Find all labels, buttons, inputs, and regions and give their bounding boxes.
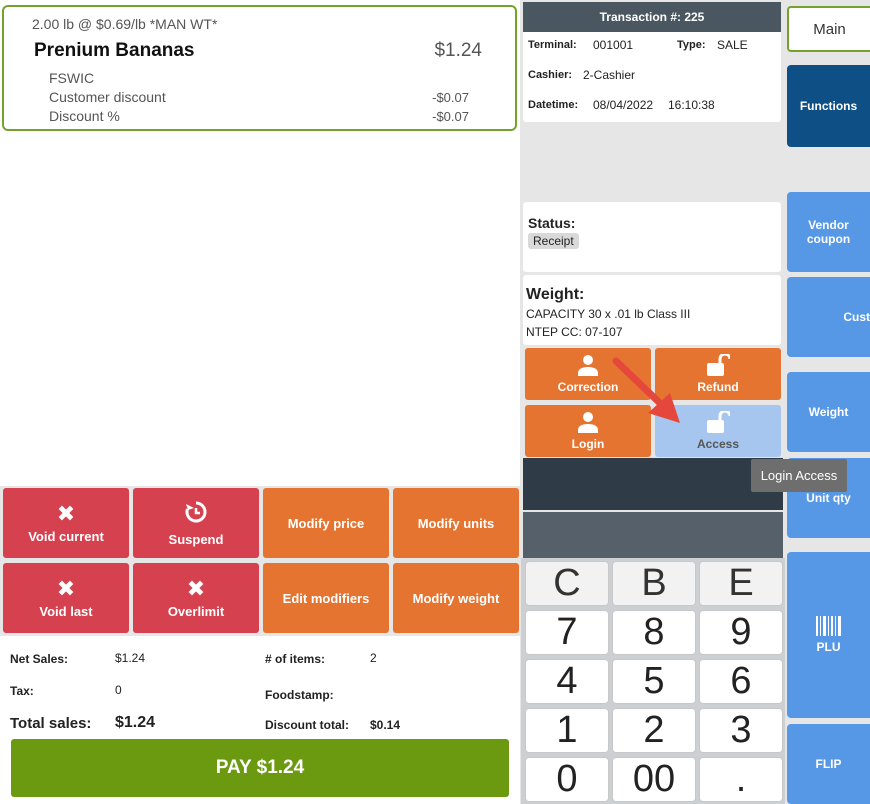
customer-label: Cust	[843, 310, 870, 324]
annotation-arrow-icon	[612, 357, 680, 423]
line-item-card[interactable]: 2.00 lb @ $0.69/lb *MAN WT* Prenium Bana…	[2, 5, 517, 131]
cashier-label: Cashier:	[528, 69, 573, 81]
items-count-value: 2	[370, 651, 377, 665]
transaction-header: Transaction #: 225	[523, 2, 781, 32]
discount-total-value: $0.14	[370, 718, 401, 732]
datetime-label: Datetime:	[528, 99, 579, 111]
correction-label: Correction	[557, 380, 619, 394]
suspend-label: Suspend	[168, 531, 224, 547]
void-last-label: Void last	[39, 603, 93, 619]
type-label: Type:	[677, 39, 706, 51]
void-last-button[interactable]: ✖ Void last	[3, 563, 129, 633]
key-3[interactable]: 3	[699, 708, 783, 753]
key-8[interactable]: 8	[612, 610, 696, 655]
suspend-button[interactable]: Suspend	[133, 488, 259, 558]
key-4[interactable]: 4	[525, 659, 609, 704]
modify-price-label: Modify price	[287, 515, 365, 531]
key-decimal[interactable]: .	[699, 757, 783, 802]
refund-button[interactable]: Refund	[655, 348, 781, 400]
key-clear[interactable]: C	[525, 561, 609, 606]
item-name: Prenium Bananas	[34, 40, 195, 61]
modifier-label: Discount %	[49, 108, 120, 124]
input-display	[523, 512, 783, 558]
key-enter[interactable]: E	[699, 561, 783, 606]
item-quantity-line: 2.00 lb @ $0.69/lb *MAN WT*	[32, 16, 218, 32]
key-5[interactable]: 5	[612, 659, 696, 704]
display-bar	[523, 458, 783, 510]
overlimit-label: Overlimit	[167, 603, 225, 619]
key-7[interactable]: 7	[525, 610, 609, 655]
tab-main[interactable]: Main	[787, 6, 870, 52]
item-price: $1.24	[434, 40, 482, 61]
vendor-coupon-button[interactable]: Vendor coupon	[787, 192, 870, 272]
receipt-panel: 2.00 lb @ $0.69/lb *MAN WT* Prenium Bana…	[0, 0, 520, 486]
modifier-label: Customer discount	[49, 89, 166, 105]
total-sales-value: $1.24	[115, 714, 156, 731]
discount-total-label: Discount total:	[265, 718, 349, 732]
flip-button[interactable]: FLIP	[787, 724, 870, 804]
modify-weight-label: Modify weight	[412, 590, 500, 606]
user-icon	[578, 355, 598, 376]
weight-button[interactable]: Weight	[787, 372, 870, 452]
terminal-label: Terminal:	[528, 39, 577, 51]
weight-panel	[523, 275, 781, 345]
key-6[interactable]: 6	[699, 659, 783, 704]
login-label: Login	[571, 437, 605, 451]
history-icon	[184, 500, 208, 528]
void-current-button[interactable]: ✖ Void current	[3, 488, 129, 558]
cashier-value: 2-Cashier	[583, 68, 636, 82]
tax-label: Tax:	[10, 684, 34, 698]
status-label: Status:	[528, 215, 576, 231]
login-access-tooltip: Login Access	[751, 459, 847, 492]
login-button[interactable]: Login	[525, 405, 651, 457]
refund-label: Refund	[697, 380, 739, 394]
status-badge: Receipt	[528, 233, 579, 249]
type-value: SALE	[717, 38, 748, 52]
time-value: 16:10:38	[668, 98, 715, 112]
key-2[interactable]: 2	[612, 708, 696, 753]
user-icon	[578, 412, 598, 433]
date-value: 08/04/2022	[593, 98, 654, 112]
items-count-label: # of items:	[265, 652, 326, 666]
key-back[interactable]: B	[612, 561, 696, 606]
key-1[interactable]: 1	[525, 708, 609, 753]
terminal-value: 001001	[593, 38, 634, 52]
modifier-value: -$0.07	[432, 90, 469, 105]
functions-button[interactable]: Functions	[787, 65, 870, 147]
void-current-label: Void current	[28, 528, 104, 544]
net-sales-label: Net Sales:	[10, 652, 69, 666]
pay-button[interactable]: PAY $1.24	[11, 739, 509, 797]
overlimit-button[interactable]: ✖ Overlimit	[133, 563, 259, 633]
net-sales-value: $1.24	[115, 651, 146, 665]
barcode-icon	[815, 616, 841, 636]
weight-ntep: NTEP CC: 07-107	[526, 325, 623, 339]
modify-units-button[interactable]: Modify units	[393, 488, 519, 558]
access-label: Access	[696, 437, 740, 451]
modify-price-button[interactable]: Modify price	[263, 488, 389, 558]
tax-value: 0	[115, 683, 122, 697]
modifier-value: -$0.07	[432, 109, 469, 124]
plu-button[interactable]: PLU	[787, 552, 870, 718]
x-icon: ✖	[186, 575, 206, 601]
plu-label: PLU	[816, 640, 841, 654]
modifier-label: FSWIC	[49, 70, 95, 86]
unlock-icon	[707, 411, 730, 433]
unlock-icon	[707, 354, 730, 376]
key-9[interactable]: 9	[699, 610, 783, 655]
foodstamp-label: Foodstamp:	[265, 688, 334, 702]
key-00[interactable]: 00	[612, 757, 696, 802]
edit-modifiers-button[interactable]: Edit modifiers	[263, 563, 389, 633]
modify-weight-button[interactable]: Modify weight	[393, 563, 519, 633]
modify-units-label: Modify units	[417, 515, 495, 531]
weight-capacity: CAPACITY 30 x .01 lb Class III	[526, 307, 691, 321]
x-icon: ✖	[56, 575, 76, 601]
total-sales-label: Total sales:	[10, 715, 92, 732]
x-icon: ✖	[56, 500, 76, 526]
customer-button[interactable]: Cust	[787, 277, 870, 357]
edit-modifiers-label: Edit modifiers	[282, 590, 370, 606]
key-0[interactable]: 0	[525, 757, 609, 802]
weight-label: Weight:	[526, 286, 585, 303]
